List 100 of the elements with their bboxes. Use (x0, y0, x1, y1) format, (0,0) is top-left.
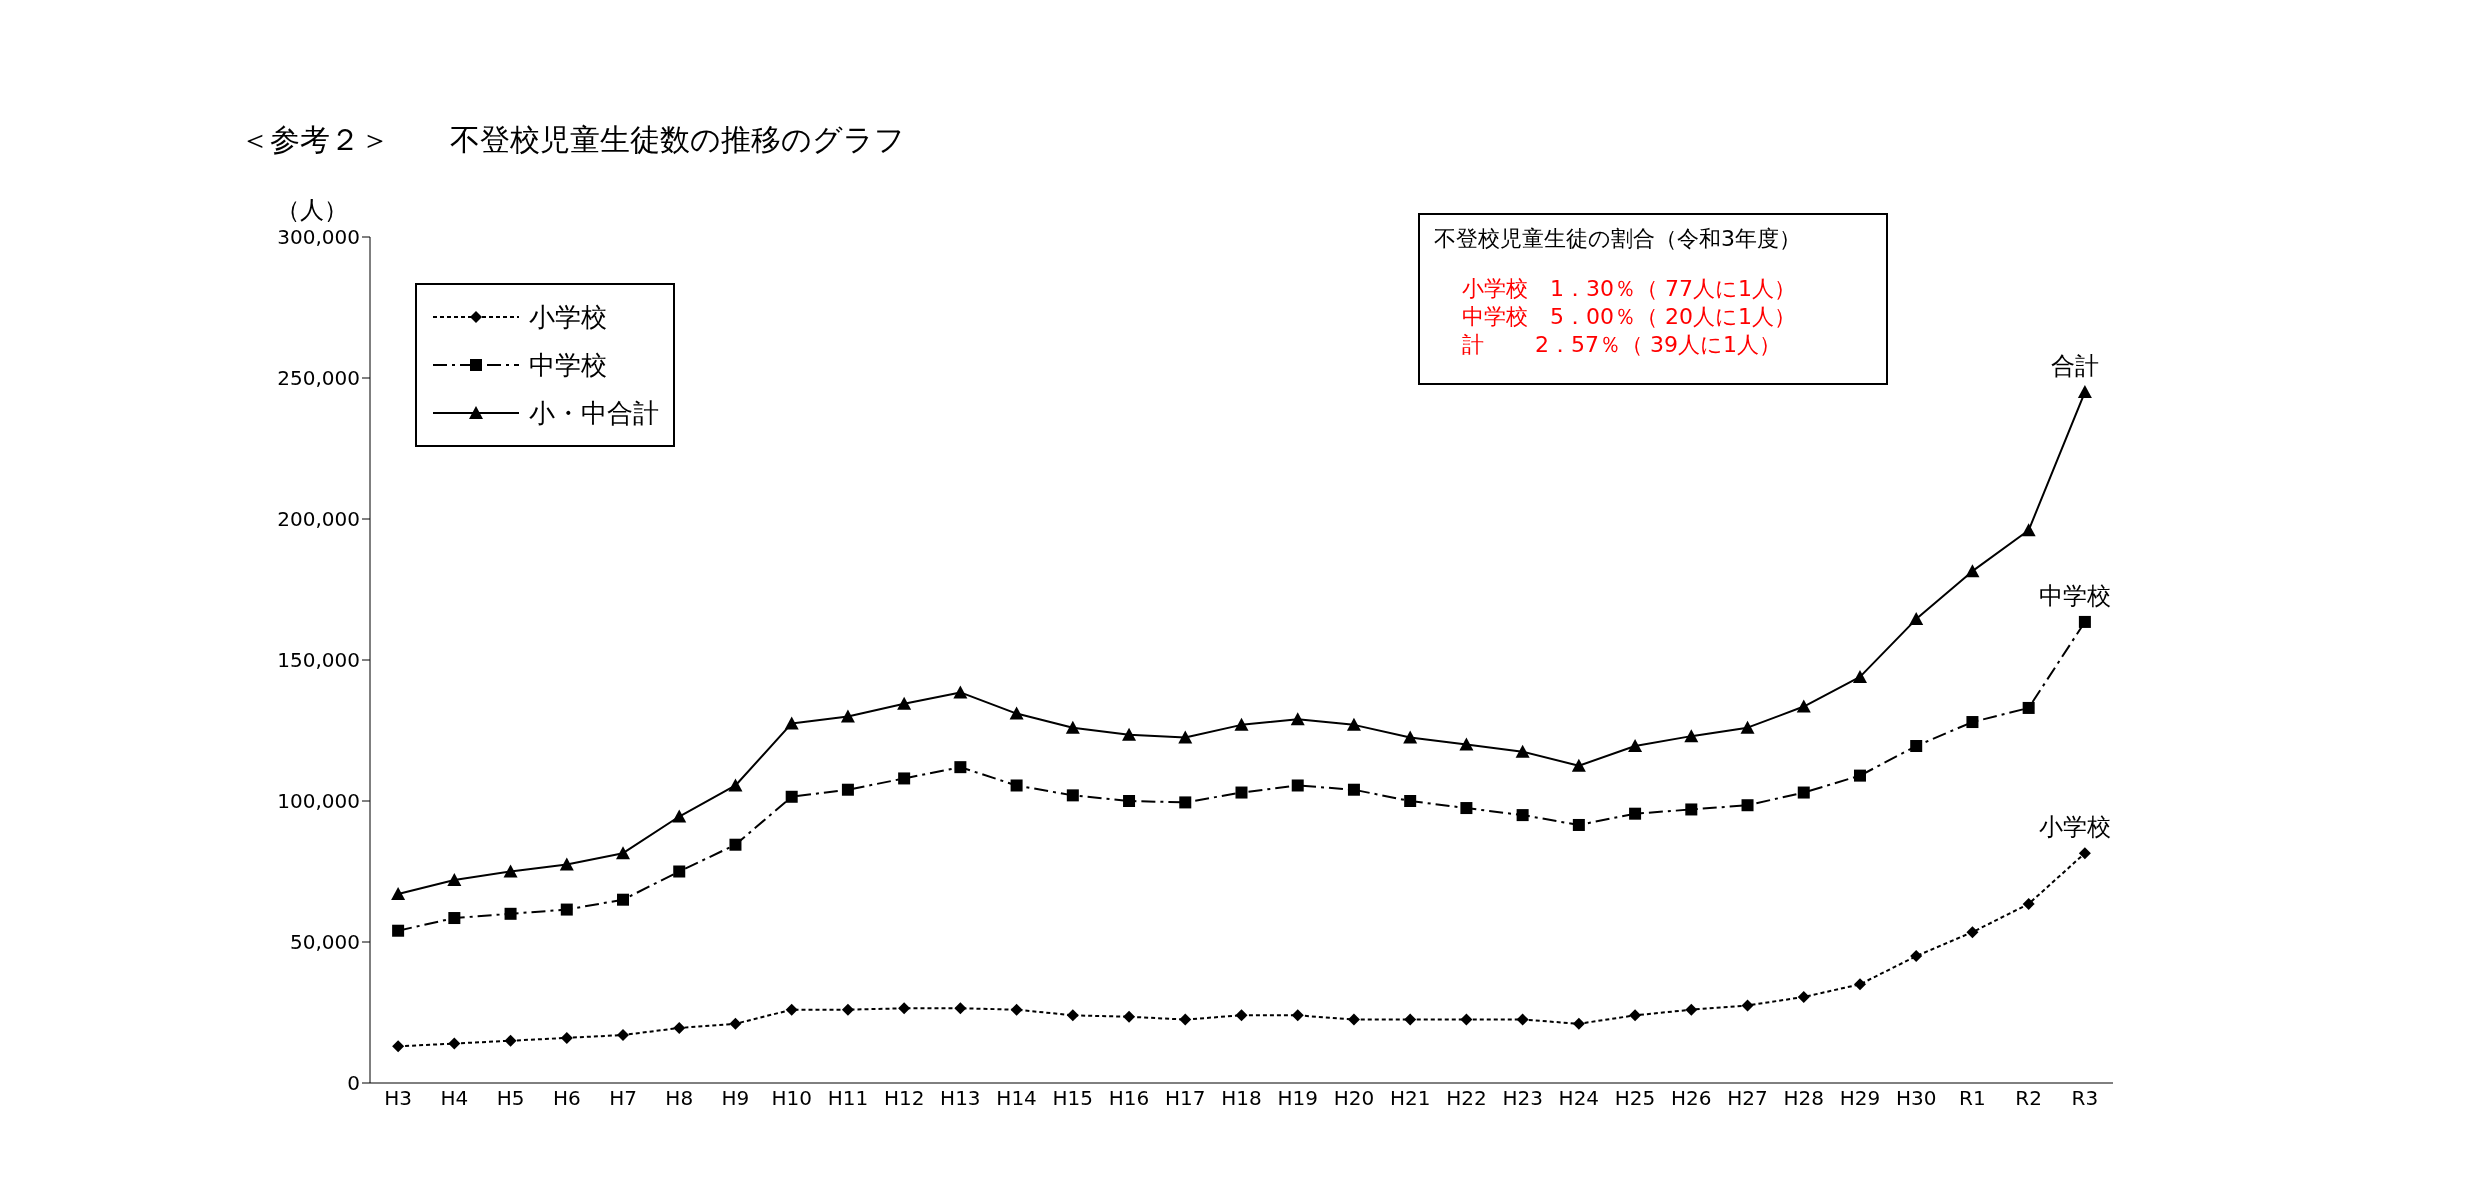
annotation: 中学校 (2038, 581, 2111, 610)
point (953, 685, 968, 699)
point (504, 907, 517, 920)
point (1347, 783, 1360, 796)
point (1123, 1010, 1136, 1023)
annotation: 合計 (2050, 352, 2099, 381)
point (784, 716, 799, 730)
point (673, 865, 686, 878)
point (898, 772, 911, 785)
point (2078, 847, 2091, 860)
legend-label: 小学校 (529, 300, 607, 334)
point (1460, 1013, 1473, 1026)
point (1235, 1009, 1248, 1022)
point (1572, 1017, 1585, 1030)
point (954, 761, 967, 774)
point (1122, 727, 1137, 741)
y-tick-label: 150,000 (277, 648, 360, 673)
point (840, 709, 855, 723)
point (1066, 1009, 1079, 1022)
point (392, 924, 405, 937)
x-tick-label: H16 (1108, 1086, 1150, 1111)
x-tick-label: H5 (496, 1086, 525, 1111)
legend-label: 中学校 (529, 348, 607, 382)
x-tick-label: H25 (1614, 1086, 1656, 1111)
point (1291, 1009, 1304, 1022)
point (617, 1029, 630, 1042)
annotation: 中学校 5．00％（ 20人に1人） (1462, 303, 1797, 331)
y-tick-label: 200,000 (277, 507, 360, 532)
point (1459, 737, 1474, 751)
point (1290, 712, 1305, 726)
point (1909, 612, 1924, 626)
x-tick-label: H19 (1277, 1086, 1318, 1111)
point (1741, 799, 1754, 812)
point (1797, 786, 1810, 799)
point (1966, 716, 1979, 729)
point (1516, 809, 1529, 822)
point (1853, 978, 1866, 991)
point (2077, 385, 2092, 399)
y-tick-label: 250,000 (277, 366, 360, 391)
point (1910, 950, 1923, 963)
point (559, 857, 574, 871)
point (1404, 1013, 1417, 1026)
point (560, 1031, 573, 1044)
x-tick-label: R1 (1959, 1086, 1986, 1111)
annotation: 計 2．57％（ 39人に1人） (1462, 331, 1782, 359)
x-tick-label: H18 (1221, 1086, 1262, 1111)
point (560, 903, 573, 916)
point (1179, 1013, 1192, 1026)
point (785, 790, 798, 803)
point (1065, 720, 1080, 734)
point (1571, 758, 1586, 772)
point (1853, 769, 1866, 782)
point (2022, 701, 2035, 714)
point (448, 912, 461, 925)
point (1234, 717, 1249, 731)
annotation: 小学校 1．30％（ 77人に1人） (1462, 275, 1797, 303)
x-tick-label: H22 (1446, 1086, 1487, 1111)
point (504, 1034, 517, 1047)
x-tick-label: H3 (384, 1086, 412, 1111)
y-tick-label: 100,000 (277, 789, 360, 814)
point (1291, 779, 1304, 792)
point (1797, 990, 1810, 1003)
point (2078, 615, 2091, 628)
x-tick-label: H20 (1333, 1086, 1375, 1111)
point (1179, 796, 1192, 809)
x-tick-label: H12 (883, 1086, 925, 1111)
point (1910, 740, 1923, 753)
point (1235, 786, 1248, 799)
x-tick-label: H8 (665, 1086, 694, 1111)
y-axis-title: （人） (276, 195, 348, 226)
point (1404, 795, 1417, 807)
point (2022, 897, 2035, 910)
point (1685, 1003, 1698, 1016)
x-tick-label: H24 (1558, 1086, 1600, 1111)
x-tick-label: H13 (940, 1086, 981, 1111)
x-tick-label: H30 (1895, 1086, 1937, 1111)
x-tick-label: H4 (440, 1086, 469, 1111)
point (728, 778, 743, 792)
point (1628, 739, 1643, 753)
point (1347, 1013, 1360, 1026)
x-tick-label: H23 (1502, 1086, 1543, 1111)
annotation: 不登校児童生徒の割合（令和3年度） (1434, 225, 1802, 253)
x-tick-label: H17 (1165, 1086, 1206, 1111)
x-tick-label: H14 (996, 1086, 1037, 1111)
x-tick-label: H27 (1727, 1086, 1768, 1111)
point (1403, 730, 1418, 744)
point (1010, 1003, 1023, 1016)
x-tick-label: H9 (721, 1086, 750, 1111)
point (1965, 564, 1980, 578)
x-tick-label: H6 (552, 1086, 581, 1111)
point (1685, 803, 1698, 816)
point (1796, 699, 1811, 713)
point (1684, 729, 1699, 743)
point (616, 846, 631, 860)
y-tick-label: 50,000 (290, 930, 360, 955)
annotation: 小学校 (2038, 813, 2111, 842)
point (1741, 999, 1754, 1012)
point (672, 809, 687, 823)
x-tick-label: H10 (771, 1086, 812, 1111)
x-tick-label: H11 (827, 1086, 869, 1111)
